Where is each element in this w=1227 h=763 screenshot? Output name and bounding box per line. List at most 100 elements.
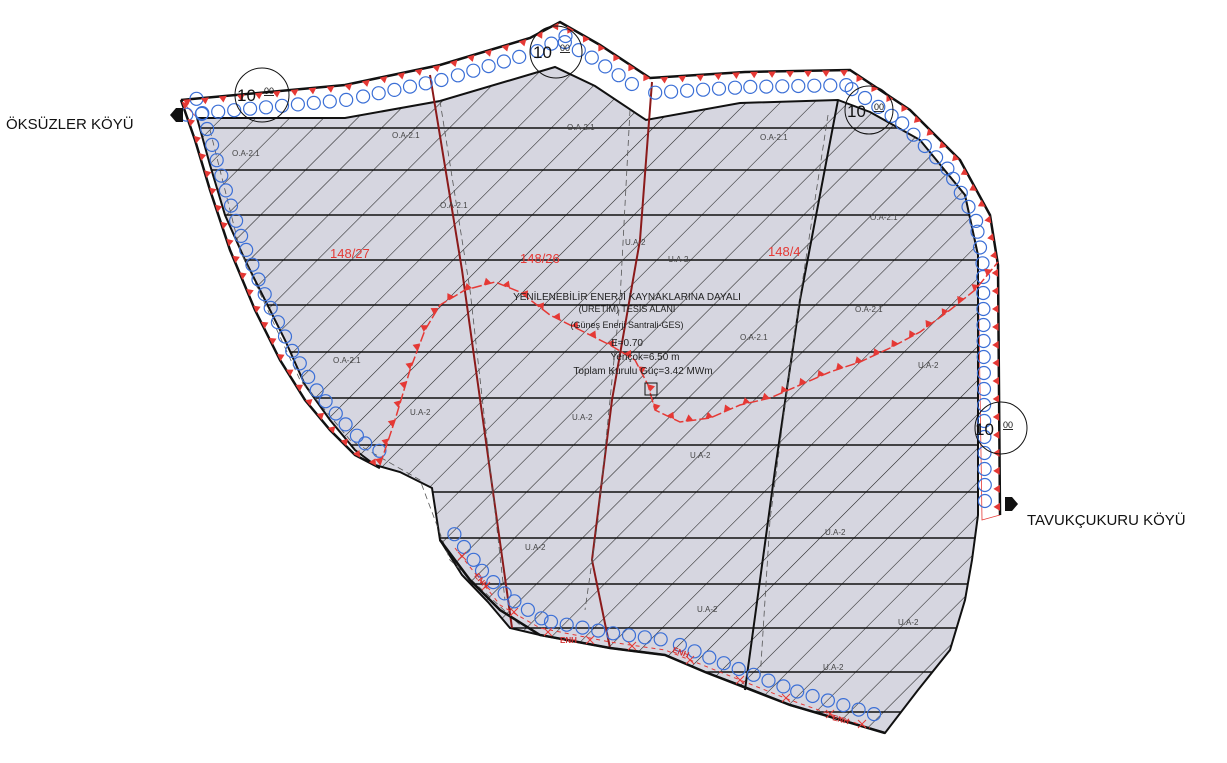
tree-circle [530,43,545,59]
tree-circle [557,34,573,50]
boundary-triangle [873,348,881,356]
road-width-badge-2: 10 00 [529,25,583,79]
boundary-triangle [214,204,223,213]
boundary-triangle [187,118,195,127]
village-label-east: TAVUKÇUKURU KÖYÜ [1027,512,1186,529]
boundary-triangle [992,322,999,331]
road-width-badge-4: 10 00 [974,401,1028,455]
tree-circle [274,98,290,113]
tree-circle [584,50,599,65]
ges-area [195,65,979,735]
boundary-triangle [992,376,999,385]
tree-circle [895,116,910,131]
tree-circle [953,185,968,200]
parcel-line-1 [429,74,513,629]
boundary-triangle [340,438,348,447]
boundary-triangle [993,448,1000,457]
tree-circle [807,78,822,93]
south-boundary [439,539,886,735]
boundary-triangle [502,280,511,288]
tree-circle [218,183,233,198]
boundary-triangle [957,296,965,304]
tree-circle [507,594,522,609]
west-road-arrow-icon [170,108,183,122]
boundary-triangle [705,411,714,419]
boundary-triangle [361,79,370,87]
zone-label: U.A-2 [625,238,646,247]
boundary-triangle [260,321,269,329]
zone-label: U.A-2 [918,361,939,370]
boundary-triangle [598,44,606,52]
tree-circle [558,28,573,44]
tree-circle [372,443,387,458]
tree-circle [571,42,586,58]
tree-circle [200,121,215,137]
tree-circle [418,76,433,91]
boundary-triangle [926,128,934,136]
inner-dashed-3 [759,114,829,681]
boundary-triangle [993,502,1000,511]
boundary-triangle [467,54,475,62]
tree-circle [977,493,993,509]
center-marker-box [644,382,658,396]
inner-red-boundary [379,261,999,466]
parcel-label-148-27: 148/27 [330,246,370,261]
zone-label: U.A-2 [668,255,689,264]
tree-circle [496,54,511,69]
tree-circle [387,82,402,98]
enh-cross [585,635,595,645]
boundary-triangle [236,94,245,101]
center-label-line2: (ÜRETİM) TESİS ALANI [579,304,676,314]
boundary-triangle [254,92,263,100]
boundary-triangle [991,268,999,277]
enh-cross [781,693,791,703]
village-label-west: ÖKSÜZLER KÖYÜ [6,116,134,133]
tree-circle [871,99,886,115]
boundary-triangle [666,411,675,420]
tree-circle [653,632,668,647]
tree-circle [976,397,992,413]
boundary-triangle [750,71,758,79]
tree-circle [598,59,613,74]
tree-circle [702,650,717,665]
boundary-triangle [537,302,544,310]
boundary-triangle [992,394,1000,403]
parcel-boundaries [209,74,839,691]
boundary-triangle [647,384,655,392]
tree-circle [851,702,866,717]
tree-circle [512,49,527,65]
boundary-triangle [678,75,687,83]
boundary-triangle [567,26,575,34]
enh-cross [481,581,491,591]
boundary-triangle [909,330,917,338]
boundary-triangle [449,59,458,67]
tree-circle [450,68,465,83]
boundary-triangle [939,141,947,149]
tree-circle [743,79,758,95]
boundary-triangle [971,284,979,292]
boundary-triangle [952,153,960,162]
boundary-triangle [286,369,294,377]
tree-circle [263,300,278,315]
tree-circle [338,417,353,432]
boundary-triangle [198,153,207,161]
tree-circle [857,90,873,106]
road-width-decimal: 00 [1003,420,1013,430]
tree-circle [761,673,776,688]
tree-circle [906,127,921,142]
tree-circle [945,171,961,186]
tree-circle [339,92,354,108]
tree-circle [328,406,343,421]
tree-circle [672,637,688,653]
tree-circle [309,383,324,398]
boundary-triangle [308,87,317,95]
tree-circle [575,620,590,635]
tree-circle [322,94,337,109]
tree-circle [976,285,991,301]
tree-circle [534,611,549,626]
tree-circle [402,79,418,94]
center-label-line4: E=0.70 [611,338,643,349]
center-label-line1: YENİLENEBİLİR ENERJİ KAYNAKLARINA DAYALI [513,290,741,303]
boundary-triangle [246,288,254,297]
tree-markers [179,28,993,722]
